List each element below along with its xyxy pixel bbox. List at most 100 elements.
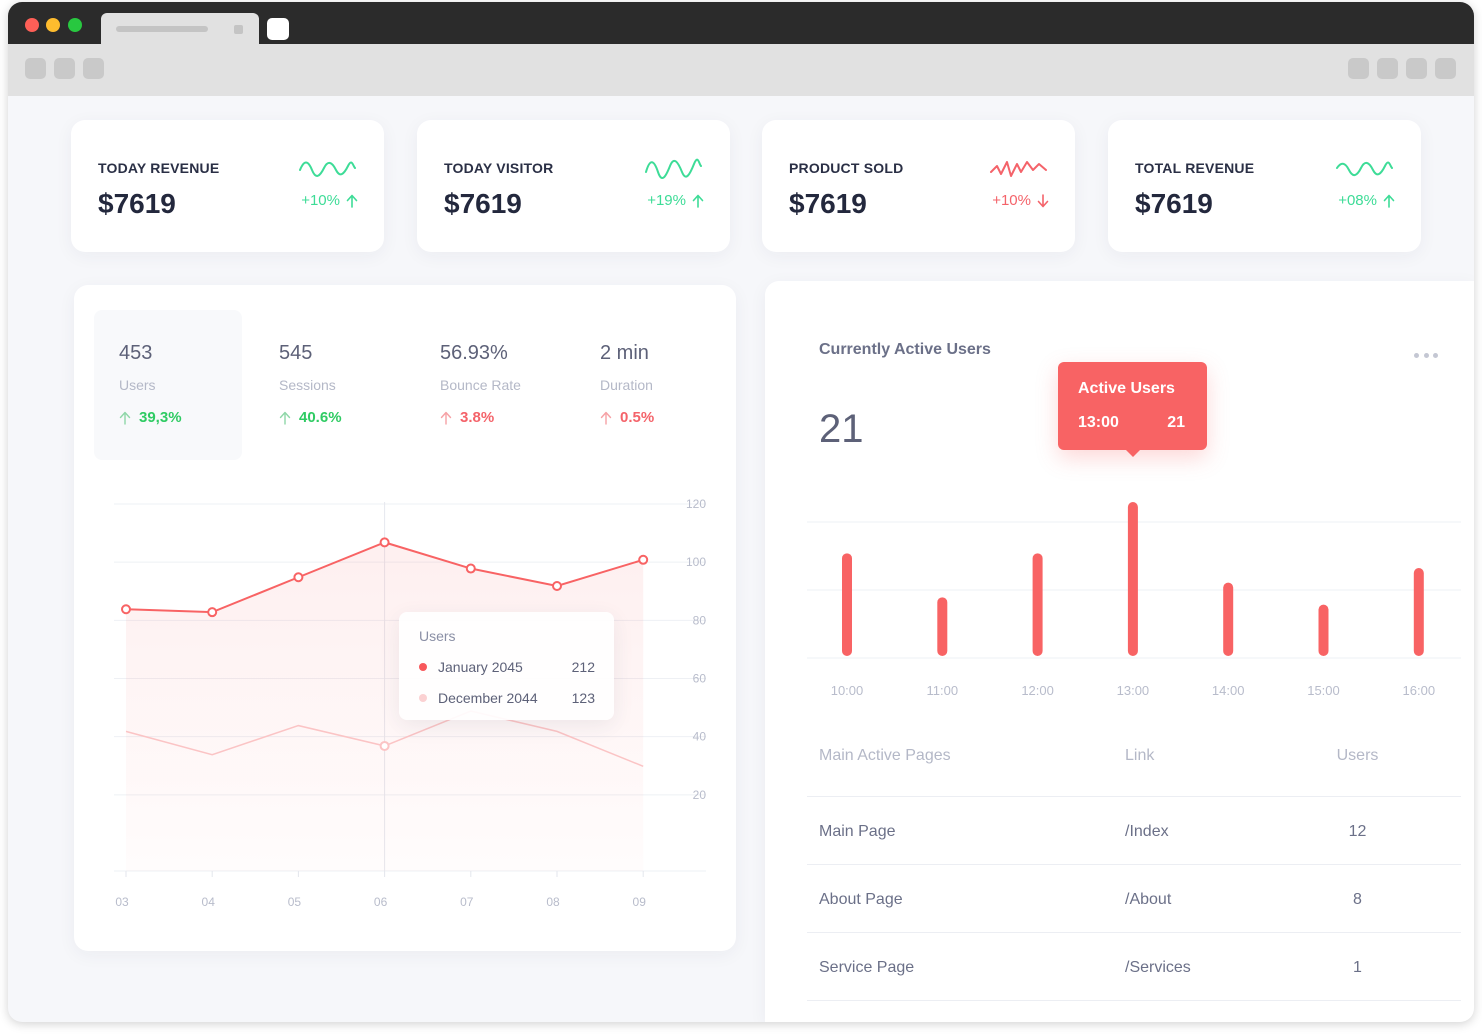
x-tick-label: 08 xyxy=(546,895,560,909)
metric-duration[interactable]: 2 min Duration 0.5% xyxy=(600,342,654,426)
cell-page: Service Page xyxy=(819,959,915,976)
active-users-count: 21 xyxy=(819,407,864,451)
metric-change-value: 3.8% xyxy=(460,409,495,426)
y-tick-label: 20 xyxy=(693,788,707,802)
tooltip-row-label: January 2045 xyxy=(438,659,523,675)
active-users-card: Currently Active Users 21 10:00 11:00 12:0… xyxy=(765,281,1474,1022)
metric-label: Bounce Rate xyxy=(440,377,521,393)
bar[interactable] xyxy=(1223,582,1234,656)
metric-change: 3.8% xyxy=(440,409,521,426)
arrow-up-icon xyxy=(440,411,452,425)
metric-change: 40.6% xyxy=(279,409,342,426)
users-tooltip: Users January 2045 212 December 2044 123 xyxy=(399,612,614,720)
table-row[interactable]: About Page /About 8 xyxy=(807,865,1461,933)
y-tick-label: 120 xyxy=(686,497,706,511)
data-point[interactable] xyxy=(638,554,649,565)
metric-label: Sessions xyxy=(279,377,336,393)
bar[interactable] xyxy=(937,597,948,656)
data-point[interactable] xyxy=(465,563,476,574)
minimize-window-button[interactable] xyxy=(46,18,60,32)
bar[interactable] xyxy=(1318,604,1329,656)
stat-value: $7619 xyxy=(98,188,176,219)
browser-window: TODAY REVENUE $7619 +10% TODAY VISITOR $… xyxy=(8,2,1474,1022)
sparkline-icon xyxy=(299,161,356,177)
metric-users[interactable]: 453 Users 39,3% xyxy=(119,342,182,426)
table-row[interactable]: Service Page /Services 1 xyxy=(807,933,1461,1001)
stat-label: TOTAL REVENUE xyxy=(1135,160,1255,176)
tooltip-row-value: 212 xyxy=(571,659,595,675)
metric-highlight xyxy=(94,310,242,460)
data-point[interactable] xyxy=(293,572,304,583)
stat-change-value: +19% xyxy=(647,192,686,209)
cell-link[interactable]: /Index xyxy=(1125,823,1169,840)
bar[interactable] xyxy=(1127,502,1138,656)
sparkline-icon xyxy=(990,161,1047,177)
stat-label: TODAY REVENUE xyxy=(98,160,220,176)
active-pages-table: Main Active Pages Link Users Main Page /… xyxy=(807,729,1461,1001)
toolbar-button-3[interactable] xyxy=(1406,58,1427,79)
x-tick-label: 11:00 xyxy=(927,683,959,698)
new-tab-button[interactable] xyxy=(267,18,289,40)
x-tick-label: 07 xyxy=(460,895,474,909)
toolbar-button-4[interactable] xyxy=(1435,58,1456,79)
stat-value: $7619 xyxy=(789,188,867,219)
table-row[interactable]: Main Page /Index 12 xyxy=(807,797,1461,865)
stat-change: +08% xyxy=(1338,192,1395,209)
metric-label: Duration xyxy=(600,377,653,393)
metric-change-value: 0.5% xyxy=(620,409,655,426)
back-button[interactable] xyxy=(25,58,46,79)
analytics-card: 453 Users 39,3% 545 Sessions 40.6% 56.93… xyxy=(74,285,736,951)
stat-change: +10% xyxy=(301,192,358,209)
cell-page: Main Page xyxy=(819,823,896,840)
reload-button[interactable] xyxy=(83,58,104,79)
metric-bounce-rate[interactable]: 56.93% Bounce Rate 3.8% xyxy=(440,342,521,426)
table-header: Main Active Pages Link Users xyxy=(807,729,1461,797)
data-point[interactable] xyxy=(379,740,390,751)
tooltip-time: 13:00 xyxy=(1078,414,1119,431)
column-header-users: Users xyxy=(1336,747,1379,764)
tab-close-icon[interactable] xyxy=(234,25,243,34)
forward-button[interactable] xyxy=(54,58,75,79)
cell-link[interactable]: /Services xyxy=(1125,959,1191,976)
series-dot-icon xyxy=(419,663,427,671)
x-tick-label: 10:00 xyxy=(831,683,864,698)
data-point[interactable] xyxy=(552,580,562,591)
tooltip-value: 21 xyxy=(1167,414,1185,431)
stat-change: +10% xyxy=(992,192,1049,209)
data-point[interactable] xyxy=(379,537,390,548)
arrow-up-icon xyxy=(279,411,291,425)
toolbar-button-2[interactable] xyxy=(1377,58,1398,79)
stat-value: $7619 xyxy=(444,188,522,219)
cell-users: 1 xyxy=(1353,959,1362,976)
arrow-up-icon xyxy=(346,194,358,208)
metric-sessions[interactable]: 545 Sessions 40.6% xyxy=(279,342,342,426)
x-tick-label: 06 xyxy=(374,895,388,909)
tooltip-row: December 2044 123 xyxy=(419,690,595,706)
bar[interactable] xyxy=(842,553,852,656)
stat-card-total-revenue: TOTAL REVENUE $7619 +08% xyxy=(1108,120,1421,252)
more-options-icon[interactable] xyxy=(1414,351,1438,359)
maximize-window-button[interactable] xyxy=(68,18,82,32)
x-tick-label: 05 xyxy=(288,895,302,909)
x-tick-label: 09 xyxy=(633,895,647,909)
active-users-tooltip: Active Users 13:00 21 xyxy=(1058,362,1207,457)
browser-tab[interactable] xyxy=(101,13,259,45)
x-tick-label: 15:00 xyxy=(1307,683,1340,698)
y-tick-label: 100 xyxy=(686,555,706,569)
bar[interactable] xyxy=(1032,553,1043,656)
arrow-up-icon xyxy=(692,194,704,208)
tooltip-title: Users xyxy=(419,628,456,644)
close-window-button[interactable] xyxy=(25,18,39,32)
data-point[interactable] xyxy=(207,607,218,618)
stat-label: PRODUCT SOLD xyxy=(789,160,904,176)
stat-change-value: +08% xyxy=(1338,192,1377,209)
tooltip-title: Active Users xyxy=(1078,380,1175,397)
data-point[interactable] xyxy=(121,604,131,615)
cell-link[interactable]: /About xyxy=(1125,891,1172,908)
bar[interactable] xyxy=(1413,568,1424,656)
y-tick-label: 40 xyxy=(693,730,707,744)
sparkline-icon xyxy=(1336,161,1393,176)
toolbar-button-1[interactable] xyxy=(1348,58,1369,79)
stat-label: TODAY VISITOR xyxy=(444,160,554,176)
stat-change: +19% xyxy=(647,192,704,209)
